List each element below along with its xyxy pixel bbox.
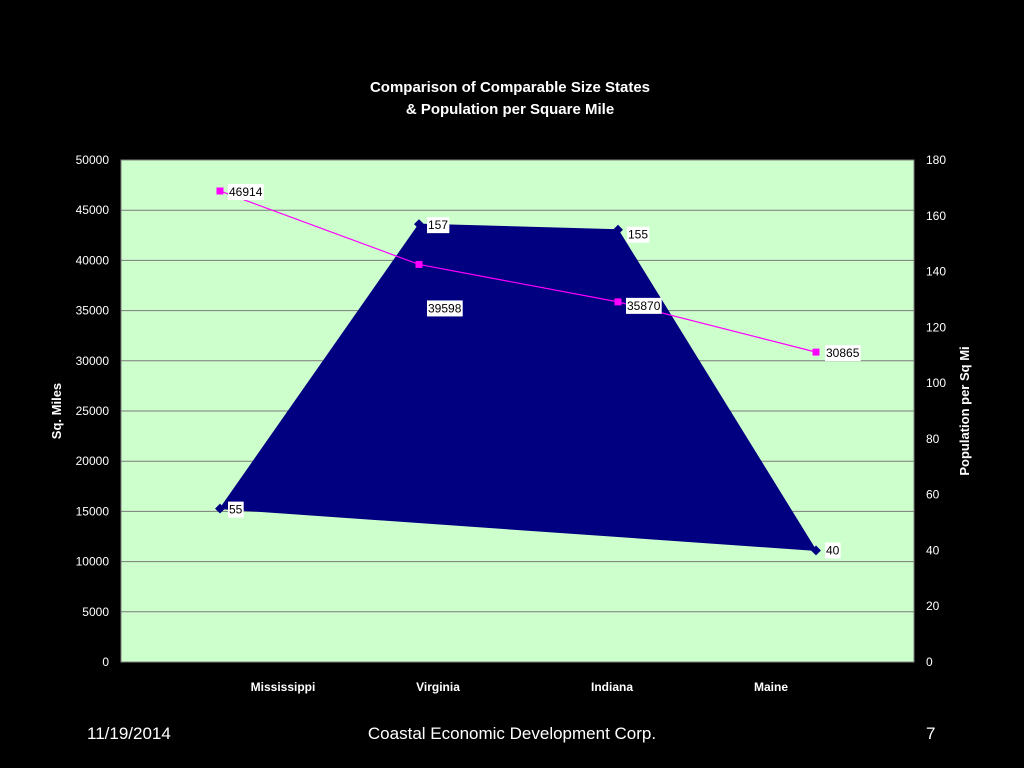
data-labels: 46914 39598 35870 30865 55 157 155 40 [228, 183, 861, 559]
data-label-background [228, 501, 244, 518]
primary-axis-tick-label: 50000 [76, 153, 110, 167]
sq-miles-point [812, 348, 820, 356]
data-label: 39598 [427, 300, 463, 317]
data-label-background [427, 300, 463, 317]
primary-axis-tick-label: 25000 [76, 404, 110, 418]
data-label-text: 157 [428, 218, 448, 232]
primary-axis-tick-label: 20000 [76, 454, 110, 468]
data-label: 35870 [626, 297, 662, 314]
category-label: Virginia [416, 680, 460, 694]
chart: Comparison of Comparable Size States & P… [49, 79, 972, 694]
primary-axis-tick-label: 10000 [76, 555, 110, 569]
data-label-background [228, 183, 264, 200]
chart-title-line-1: Comparison of Comparable Size States [370, 79, 650, 96]
data-label-background [825, 542, 841, 559]
sq-miles-point [614, 298, 622, 306]
data-label-background [626, 297, 662, 314]
secondary-axis-title: Population per Sq Mi [957, 346, 972, 475]
primary-axis-tick-label: 40000 [76, 253, 110, 267]
chart-title-line-2: & Population per Square Mile [406, 101, 614, 118]
data-label-background [825, 345, 861, 362]
data-label-text: 35870 [627, 299, 661, 313]
secondary-axis-tick-label: 100 [926, 376, 946, 390]
data-label-background [427, 217, 450, 234]
data-label: 30865 [825, 345, 861, 362]
data-label-text: 39598 [428, 301, 462, 315]
footer-page-number: 7 [926, 724, 936, 743]
series-marks [215, 187, 821, 556]
primary-axis-tick-label: 0 [102, 655, 109, 669]
data-label: 46914 [228, 183, 264, 200]
category-label: Mississippi [251, 680, 316, 694]
secondary-axis-tick-label: 60 [926, 488, 940, 502]
population-point [414, 219, 424, 230]
data-label: 155 [627, 226, 650, 243]
primary-axis-tick-label: 15000 [76, 504, 110, 518]
sq-miles-line [219, 190, 817, 353]
population-point [613, 224, 623, 235]
secondary-axis-tick-label: 0 [926, 655, 933, 669]
population-point [811, 545, 821, 556]
category-label: Maine [754, 680, 788, 694]
secondary-axis-tick-label: 120 [926, 320, 946, 334]
sq-miles-point [216, 187, 224, 195]
data-label-background [627, 226, 650, 243]
footer-date: 11/19/2014 [87, 724, 171, 743]
axes: 0 5000 10000 15000 20000 25000 30000 35000 40000… [49, 153, 972, 694]
secondary-axis-tick-label: 80 [926, 432, 940, 446]
secondary-axis-tick-label: 140 [926, 265, 946, 279]
data-label: 40 [825, 542, 841, 559]
data-label-text: 55 [229, 503, 243, 517]
primary-axis-title: Sq. Miles [49, 383, 64, 439]
data-label-text: 30865 [826, 346, 860, 360]
category-label: Indiana [591, 680, 633, 694]
secondary-axis-tick-label: 180 [926, 153, 946, 167]
primary-axis-tick-label: 30000 [76, 354, 110, 368]
data-label-text: 46914 [229, 185, 263, 199]
secondary-axis-tick-label: 20 [926, 599, 940, 613]
data-label-text: 40 [826, 543, 840, 557]
sq-miles-point [415, 260, 423, 268]
data-label-text: 155 [628, 228, 648, 242]
secondary-axis-tick-label: 160 [926, 209, 946, 223]
primary-axis-tick-label: 5000 [82, 605, 109, 619]
data-label: 55 [228, 501, 244, 518]
data-label: 157 [427, 217, 450, 234]
secondary-axis-tick-label: 40 [926, 543, 940, 557]
footer-organization: Coastal Economic Development Corp. [367, 724, 657, 743]
primary-axis-tick-label: 45000 [76, 203, 110, 217]
primary-axis-tick-label: 35000 [76, 304, 110, 318]
